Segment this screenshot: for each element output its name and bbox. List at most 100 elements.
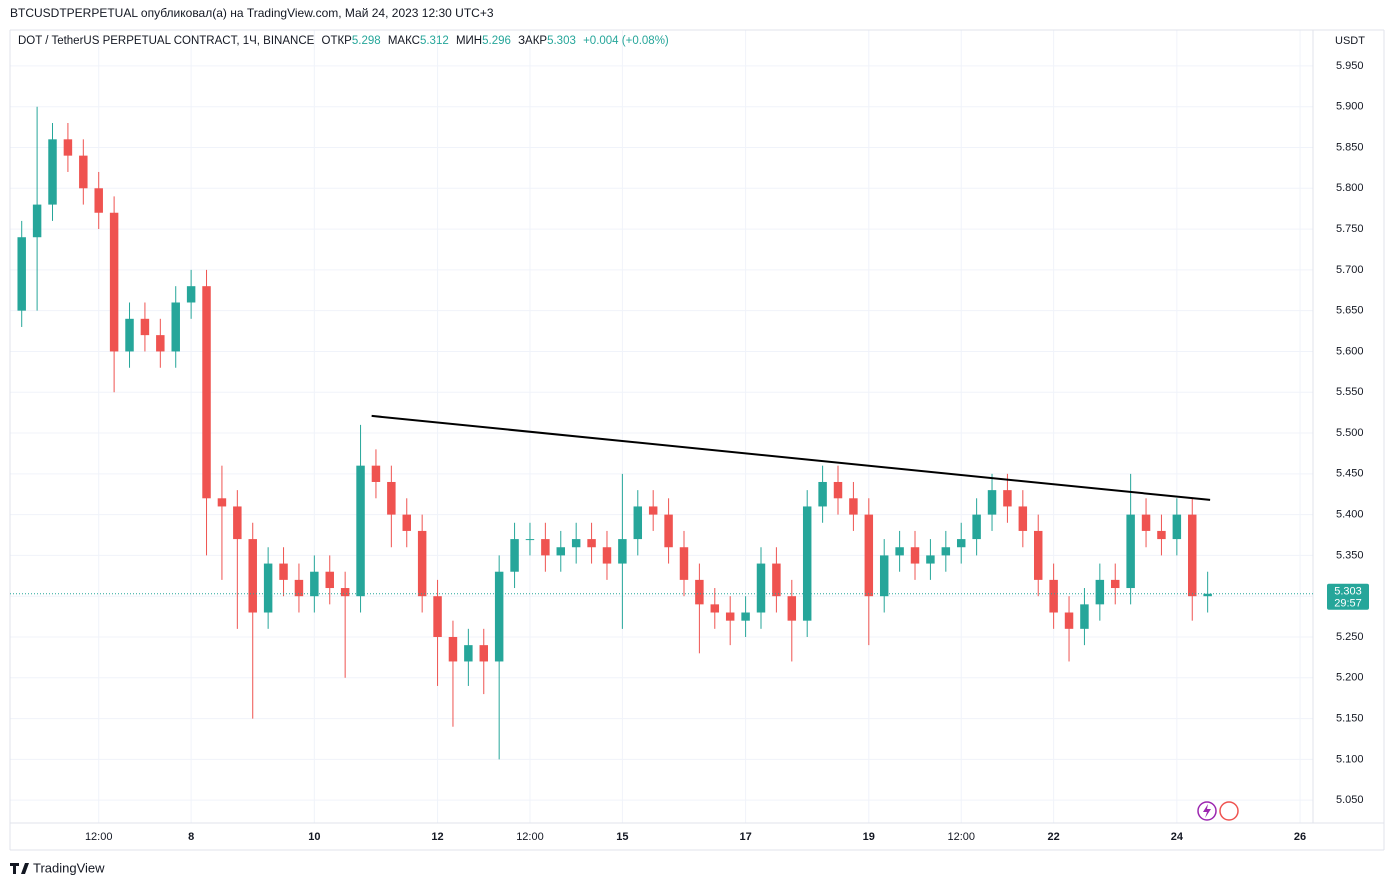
candle-body — [772, 563, 781, 597]
close-label: ЗАКР — [518, 35, 547, 47]
candle-body — [63, 139, 73, 156]
candle-body — [186, 286, 196, 303]
currency: USDT — [1335, 35, 1365, 47]
candle-body — [156, 335, 165, 352]
candle-body — [433, 596, 442, 637]
candle-body — [248, 539, 257, 613]
x-tick-label: 22 — [1048, 831, 1060, 843]
y-tick-label: 5.050 — [1336, 794, 1364, 806]
candle-body — [679, 547, 689, 580]
candles — [17, 106, 1212, 760]
x-tick-label: 8 — [188, 831, 194, 843]
candle-body — [279, 563, 288, 580]
icon — [1219, 801, 1239, 821]
candle-body — [510, 539, 519, 572]
change: +0.004 (+0.08%) — [583, 35, 669, 47]
candle-body — [1003, 490, 1012, 507]
candle-body — [1018, 506, 1028, 531]
candle-body — [864, 514, 874, 597]
candle-body — [695, 579, 704, 605]
y-tick-label: 5.150 — [1336, 712, 1364, 724]
y-tick-label: 5.950 — [1336, 60, 1364, 72]
candle-body — [1080, 604, 1089, 629]
candle-body — [448, 636, 458, 662]
logo-icon — [10, 863, 29, 874]
candle-body — [79, 155, 88, 189]
x-tick-label: 12 — [431, 831, 443, 843]
high-value: 5.312 — [420, 35, 449, 47]
candle-body — [94, 188, 103, 213]
candle-body — [1188, 514, 1197, 597]
candle-body — [725, 612, 735, 621]
y-tick-label: 5.700 — [1336, 264, 1364, 276]
x-tick-label: 12:00 — [516, 831, 544, 843]
icon — [1203, 804, 1211, 818]
y-tick-label: 5.100 — [1336, 753, 1364, 765]
candle-body — [633, 506, 643, 540]
candle-body — [741, 612, 750, 621]
candle-body — [387, 481, 396, 515]
candle-body — [571, 539, 581, 548]
candle-body — [325, 571, 334, 589]
candle-body — [556, 547, 566, 556]
candle-body — [756, 563, 766, 613]
candle-body — [618, 539, 627, 564]
candle-body — [1157, 530, 1166, 540]
candle-body — [340, 588, 350, 597]
candle-body — [1095, 579, 1105, 605]
y-tick-label: 5.650 — [1336, 305, 1364, 317]
close-value: 5.303 — [547, 35, 576, 47]
y-tick-label: 5.250 — [1336, 631, 1364, 643]
brand: TradingView — [33, 860, 105, 875]
candle-body — [417, 530, 427, 597]
candle-body — [109, 212, 119, 352]
publisher: BTCUSDTPERPETUAL опубликовал(а) на Tradi… — [10, 6, 494, 20]
x-tick-label: 10 — [308, 831, 320, 843]
candle-body — [494, 571, 504, 662]
candle-body — [849, 498, 858, 515]
candle-body — [833, 481, 843, 499]
candle-body — [371, 465, 381, 482]
trend-line — [371, 414, 1211, 501]
candle-body — [818, 481, 827, 507]
y-tick-label: 5.350 — [1336, 549, 1364, 561]
candle-body — [402, 514, 411, 531]
candle-body — [48, 139, 57, 205]
last-price-label: 5.303 — [1334, 586, 1362, 598]
y-tick-label: 5.400 — [1336, 509, 1364, 521]
candle-body — [910, 547, 920, 564]
symbol: DOT / TetherUS PERPETUAL CONTRACT, 1Ч, B… — [18, 35, 315, 47]
x-tick-label: 26 — [1294, 831, 1306, 843]
candle-body — [1126, 514, 1135, 589]
tv-logo: TradingView — [10, 860, 105, 875]
candle-body — [525, 539, 535, 541]
candle-body — [602, 547, 612, 564]
x-tick-label: 17 — [739, 831, 751, 843]
candle-body — [587, 539, 596, 548]
x-tick-label: 15 — [616, 831, 628, 843]
candle-body — [1033, 530, 1043, 580]
legend-row: DOT / TetherUS PERPETUAL CONTRACT, 1Ч, B… — [18, 35, 669, 47]
candle-body — [926, 555, 935, 564]
x-tick-label: 12:00 — [85, 831, 113, 843]
candle-body — [1203, 593, 1212, 597]
candle-body — [17, 237, 26, 311]
candle-body — [1064, 612, 1074, 629]
y-tick-label: 5.750 — [1336, 223, 1364, 235]
last-price-box — [1327, 583, 1369, 610]
low-label: МИН — [456, 35, 482, 47]
candle-body — [171, 302, 180, 352]
candle-body — [1049, 579, 1058, 613]
candle-body — [987, 490, 997, 515]
candle-body — [541, 539, 550, 556]
candle-body — [648, 506, 658, 515]
countdown: 29:57 — [1334, 598, 1362, 610]
x-tick-label: 19 — [863, 831, 875, 843]
candle-body — [710, 604, 720, 613]
candle-body — [895, 547, 904, 556]
y-tick-label: 5.550 — [1336, 386, 1364, 398]
candle-body — [32, 204, 42, 238]
candle-body — [879, 555, 889, 597]
y-tick-label: 5.800 — [1336, 182, 1364, 194]
